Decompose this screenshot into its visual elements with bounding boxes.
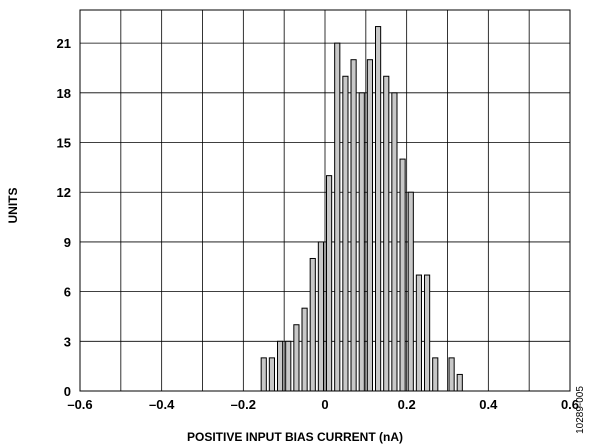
- histogram-bar: [415, 274, 423, 392]
- histogram-bar: [301, 307, 308, 392]
- x-tick-label: 0.2: [398, 397, 416, 412]
- histogram-bar: [260, 357, 267, 392]
- y-tick-label: 6: [64, 285, 71, 300]
- histogram-bar: [309, 257, 316, 392]
- histogram-bar: [293, 324, 300, 392]
- y-tick-label: 3: [64, 334, 71, 349]
- x-tick-label: 0.4: [479, 397, 498, 412]
- figure-id: 10289-005: [575, 386, 586, 434]
- histogram-bar: [407, 191, 414, 392]
- x-tick-labels: –0.6 –0.4 –0.2 0 0.2 0.4 0.6: [67, 397, 579, 412]
- histogram-bar: [424, 274, 431, 392]
- y-tick-label: 12: [57, 185, 71, 200]
- histogram-bar: [334, 42, 341, 392]
- x-tick-label: –0.4: [149, 397, 175, 412]
- histogram-bar: [432, 357, 439, 392]
- x-tick-label: –0.6: [67, 397, 92, 412]
- bars: [260, 26, 463, 392]
- y-tick-labels: 0 3 6 9 12 15 18 21: [57, 36, 71, 399]
- histogram-bar: [383, 75, 390, 392]
- histogram-bar: [399, 158, 406, 392]
- histogram-bar: [268, 357, 276, 392]
- histogram-bar: [326, 175, 333, 392]
- histogram-bar: [456, 373, 463, 392]
- x-tick-label: 0.6: [561, 397, 579, 412]
- histogram-bar: [277, 340, 284, 392]
- y-tick-label: 0: [64, 384, 71, 399]
- histogram-bar: [342, 75, 349, 392]
- y-tick-label: 9: [64, 235, 71, 250]
- y-tick-label: 18: [57, 86, 71, 101]
- y-axis-label: UNITS: [6, 188, 20, 224]
- histogram-bar: [375, 26, 382, 392]
- x-axis-label: POSITIVE INPUT BIAS CURRENT (nA): [187, 430, 403, 444]
- histogram-bar: [317, 241, 325, 392]
- histogram-bar: [391, 92, 398, 392]
- y-tick-label: 15: [57, 136, 71, 151]
- histogram-bar: [285, 340, 292, 392]
- histogram-bar: [358, 92, 365, 392]
- plot-frame: [79, 9, 571, 392]
- histogram-bar: [366, 59, 374, 392]
- histogram-bar: [448, 357, 455, 392]
- y-tick-label: 21: [57, 36, 71, 51]
- grid-lines: [79, 10, 571, 392]
- histogram-bar: [350, 59, 357, 392]
- x-tick-label: 0: [321, 397, 328, 412]
- x-tick-label: –0.2: [231, 397, 256, 412]
